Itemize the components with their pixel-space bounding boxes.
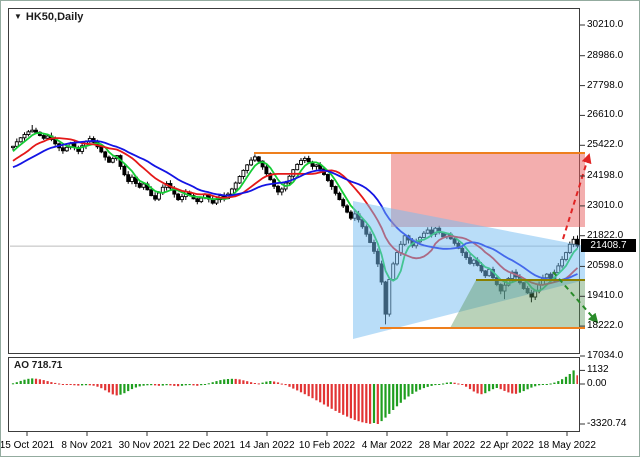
price-axis[interactable] [581,8,639,432]
chart-title-text: HK50,Daily [25,11,84,23]
current-price-tag: 21408.7 [581,239,636,252]
indicator-label: AO 718.71 [14,360,63,371]
time-axis[interactable] [8,433,580,455]
symbol-dropdown-icon: ▼ [14,12,22,21]
indicator-pane[interactable] [8,357,580,432]
chart-title: ▼ HK50,Daily [14,11,83,23]
price-chart-pane[interactable] [8,8,580,354]
